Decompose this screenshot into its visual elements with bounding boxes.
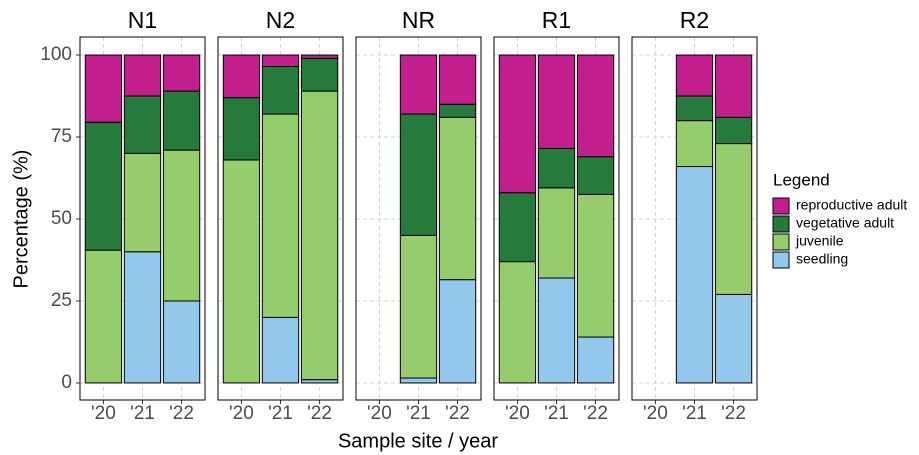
x-tick-label: '20 xyxy=(505,403,530,424)
x-tick-label: '21 xyxy=(130,403,155,424)
y-tick-label: 25 xyxy=(51,290,72,311)
bar-segment xyxy=(84,249,123,384)
y-tick-label: 100 xyxy=(40,44,72,65)
bar-segment xyxy=(399,113,438,236)
bar-segment xyxy=(675,120,714,168)
facet-title: R1 xyxy=(542,7,571,33)
bar-segment xyxy=(498,54,537,194)
x-tick-label: '21 xyxy=(268,403,293,424)
panel-border xyxy=(355,36,482,401)
bar-segment xyxy=(675,166,714,384)
bar-segment xyxy=(162,149,201,302)
bar-segment xyxy=(399,234,438,379)
bar-segment xyxy=(84,121,123,251)
panel-border xyxy=(217,36,344,401)
bar-segment xyxy=(300,57,339,92)
facet-title: N2 xyxy=(266,7,295,33)
facet-title: NR xyxy=(402,7,435,33)
bar-segment xyxy=(576,193,615,338)
bar-segment xyxy=(123,251,162,384)
bar-segment xyxy=(123,95,162,154)
x-tick-label: '21 xyxy=(544,403,569,424)
bar-segment xyxy=(537,187,576,279)
bar-segment xyxy=(714,116,753,145)
bar-segment xyxy=(498,261,537,384)
panel-border xyxy=(493,36,620,401)
facet-title: N1 xyxy=(128,7,157,33)
legend-swatch xyxy=(772,215,790,233)
legend-swatch xyxy=(772,251,790,269)
bar-segment xyxy=(222,54,261,99)
panel-border xyxy=(631,36,758,401)
legend-title: Legend xyxy=(773,170,830,189)
bar-segment xyxy=(714,143,753,295)
bar-segment xyxy=(576,54,615,158)
bar-segment xyxy=(498,192,537,263)
bar-segment xyxy=(537,277,576,384)
facet-title: R2 xyxy=(680,7,709,33)
bar-segment xyxy=(399,377,438,384)
bar-segment xyxy=(123,54,162,97)
bar-segment xyxy=(261,66,300,115)
x-tick-label: '20 xyxy=(643,403,668,424)
bar-segment xyxy=(714,293,753,384)
x-tick-label: '22 xyxy=(307,403,332,424)
bar-segment xyxy=(576,336,615,384)
legend-swatch xyxy=(772,233,790,251)
bar-segment xyxy=(84,54,123,123)
bar-segment xyxy=(714,54,753,118)
x-tick-label: '22 xyxy=(169,403,194,424)
bar-segment xyxy=(300,90,339,381)
legend-label: juvenile xyxy=(795,233,844,249)
bar-segment xyxy=(162,90,201,151)
bar-segment xyxy=(222,97,261,161)
bar-segment xyxy=(261,54,300,68)
legend-swatch xyxy=(772,197,790,215)
bar-segment xyxy=(537,54,576,149)
y-tick-label: 50 xyxy=(51,208,72,229)
legend-label: vegetative adult xyxy=(796,215,894,231)
legend-label: reproductive adult xyxy=(796,197,907,213)
x-tick-label: '22 xyxy=(721,403,746,424)
x-tick-label: '21 xyxy=(682,403,707,424)
bar-segment xyxy=(438,103,477,118)
bar-segment xyxy=(222,159,261,384)
bar-segment xyxy=(123,152,162,253)
bar-segment xyxy=(261,316,300,384)
y-axis-title: Percentage (%) xyxy=(10,150,32,289)
x-tick-label: '22 xyxy=(583,403,608,424)
x-tick-label: '21 xyxy=(406,403,431,424)
bar-segment xyxy=(537,147,576,189)
bar-segment xyxy=(675,54,714,97)
x-tick-label: '20 xyxy=(91,403,116,424)
bar-segment xyxy=(576,156,615,195)
y-tick-label: 0 xyxy=(61,372,72,393)
bar-segment xyxy=(162,300,201,384)
bar-segment xyxy=(261,113,300,318)
legend-label: seedling xyxy=(796,251,848,267)
bar-segment xyxy=(438,54,477,105)
bar-segment xyxy=(675,95,714,122)
y-tick-label: 75 xyxy=(51,126,72,147)
x-tick-label: '22 xyxy=(445,403,470,424)
bar-segment xyxy=(162,54,201,92)
bar-segment xyxy=(438,116,477,281)
x-tick-label: '20 xyxy=(367,403,392,424)
bar-segment xyxy=(300,54,339,59)
bar-segment xyxy=(438,279,477,384)
x-tick-label: '20 xyxy=(229,403,254,424)
x-axis-title: Sample site / year xyxy=(338,430,498,452)
bar-segment xyxy=(399,54,438,115)
